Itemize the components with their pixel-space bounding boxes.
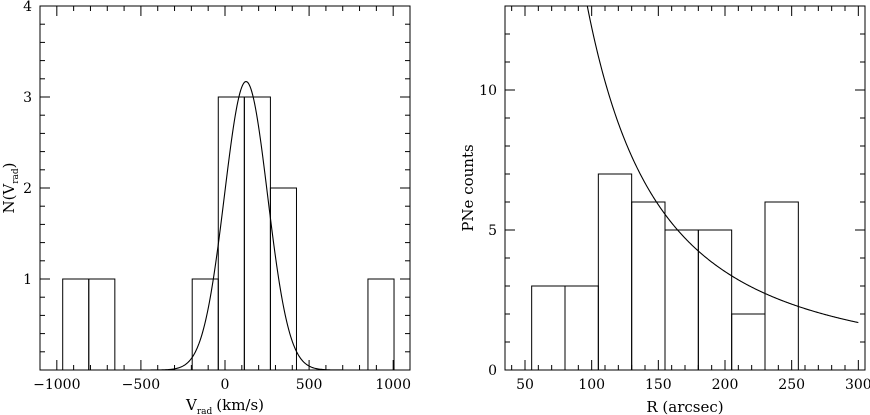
fit-curve: [586, 6, 859, 324]
x-tick-label: 100: [578, 377, 605, 393]
x-tick-label: 150: [645, 377, 672, 393]
x-tick-label: 250: [778, 377, 805, 393]
plot-frame: [504, 5, 866, 371]
histogram-bar: [764, 201, 799, 371]
fit-curve: [40, 80, 410, 370]
histogram-bar: [243, 96, 271, 371]
histogram-bar: [191, 278, 219, 371]
y-tick-label: 5: [488, 223, 497, 239]
right-panel-histogram: 50 100 150 200 250 300 0 5 10 R (arcsec) PNe count…: [459, 5, 870, 415]
left-panel-histogram: −1000 −500 0 500 1000 1 2 3 4 Vrad (km/s) N(Vrad): [0, 0, 411, 415]
y-tick-label: 0: [488, 363, 497, 379]
histogram-bar: [731, 313, 766, 371]
x-tick-label: 1000: [375, 377, 411, 393]
histogram-bar: [664, 229, 699, 371]
y-axis-label: PNe counts: [459, 144, 477, 231]
x-tick-label: 500: [296, 377, 323, 393]
histogram-bar: [62, 278, 90, 371]
x-tick-label: 200: [712, 377, 739, 393]
y-tick-label: 1: [23, 272, 32, 288]
x-tick-label: −1000: [33, 377, 80, 393]
x-axis-label: Vrad (km/s): [185, 396, 264, 415]
histogram-bar: [631, 201, 666, 371]
y-axis-label: N(Vrad): [0, 162, 21, 213]
histogram-bar: [697, 229, 733, 371]
x-tick-label: −500: [122, 377, 160, 393]
x-axis-label: R (arcsec): [646, 398, 723, 415]
y-tick-label: 4: [23, 0, 32, 15]
x-tick-label: 0: [221, 377, 230, 393]
histogram-bar: [367, 278, 395, 371]
y-tick-label: 2: [23, 181, 32, 197]
y-tick-label: 10: [479, 83, 497, 99]
x-tick-label: 50: [516, 377, 534, 393]
histogram-bar: [597, 173, 633, 371]
x-tick-label: 300: [845, 377, 870, 393]
histogram-bar: [564, 285, 599, 371]
histogram-bar: [531, 285, 566, 371]
y-tick-label: 3: [23, 90, 32, 106]
histogram-bar: [88, 278, 116, 371]
